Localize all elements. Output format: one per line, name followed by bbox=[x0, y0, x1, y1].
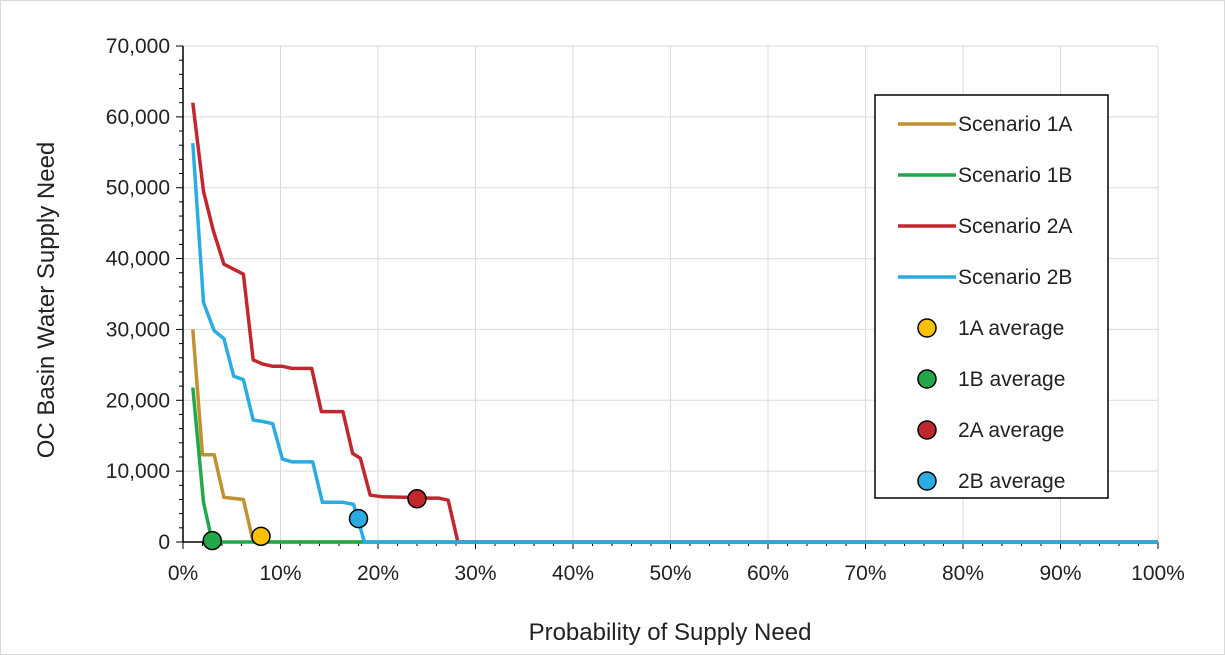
x-tick-label: 40% bbox=[552, 562, 594, 585]
average-point-1b bbox=[202, 530, 222, 551]
y-tick-label: 20,000 bbox=[106, 389, 170, 412]
average-point-2a bbox=[407, 489, 427, 509]
legend-items: Scenario 1A Scenario 1B Scenario 2A Scenari… bbox=[898, 113, 1072, 493]
legend-label: 1A average bbox=[958, 317, 1064, 340]
legend: Scenario 1A Scenario 1B Scenario 2A Scenari… bbox=[874, 94, 1109, 499]
y-tick-label: 50,000 bbox=[106, 177, 170, 200]
x-tick-label: 10% bbox=[259, 562, 301, 585]
legend-box bbox=[874, 94, 1109, 499]
legend-label: 2B average bbox=[958, 470, 1065, 493]
average-point-2b bbox=[348, 508, 369, 529]
y-tick-label: 40,000 bbox=[106, 248, 170, 271]
y-tick-label: 30,000 bbox=[106, 318, 170, 341]
x-tick-label: 90% bbox=[1039, 562, 1081, 585]
legend-label: Scenario 2A bbox=[958, 215, 1072, 238]
series-lines bbox=[191, 102, 1158, 544]
legend-swatch-dot bbox=[917, 420, 937, 440]
legend-swatch-dot bbox=[917, 471, 937, 491]
x-tick-label: 30% bbox=[454, 562, 496, 585]
x-tick-label: 60% bbox=[747, 562, 789, 585]
y-tick-label: 70,000 bbox=[106, 35, 170, 58]
series-line-scenario-2a bbox=[191, 102, 1158, 544]
legend-swatch-dot bbox=[917, 369, 937, 389]
x-tick-label: 70% bbox=[844, 562, 886, 585]
x-axis-title: Probability of Supply Need bbox=[529, 619, 812, 646]
x-tick-label: 0% bbox=[168, 562, 198, 585]
average-point-1a bbox=[251, 526, 271, 547]
x-tick-label: 20% bbox=[357, 562, 399, 585]
tick-labels: 0% 10% 20% 30% 40% 50% 60% 70% 80% 90% 100% 0 10,000… bbox=[106, 35, 1185, 585]
y-tick-label: 60,000 bbox=[106, 106, 170, 129]
legend-label: Scenario 2B bbox=[958, 266, 1072, 289]
x-tick-label: 50% bbox=[649, 562, 691, 585]
average-markers bbox=[202, 489, 427, 551]
series-line-scenario-2b bbox=[191, 142, 1158, 544]
x-tick-label: 100% bbox=[1131, 562, 1185, 585]
y-tick-label: 10,000 bbox=[106, 460, 170, 483]
legend-label: Scenario 1A bbox=[958, 113, 1072, 136]
x-tick-label: 80% bbox=[942, 562, 984, 585]
y-axis-title: OC Basin Water Supply Need bbox=[33, 142, 60, 459]
y-tick-label: 0 bbox=[158, 531, 170, 554]
legend-label: 1B average bbox=[958, 368, 1065, 391]
legend-label: Scenario 1B bbox=[958, 164, 1072, 187]
legend-label: 2A average bbox=[958, 419, 1064, 442]
legend-swatch-dot bbox=[917, 318, 937, 338]
